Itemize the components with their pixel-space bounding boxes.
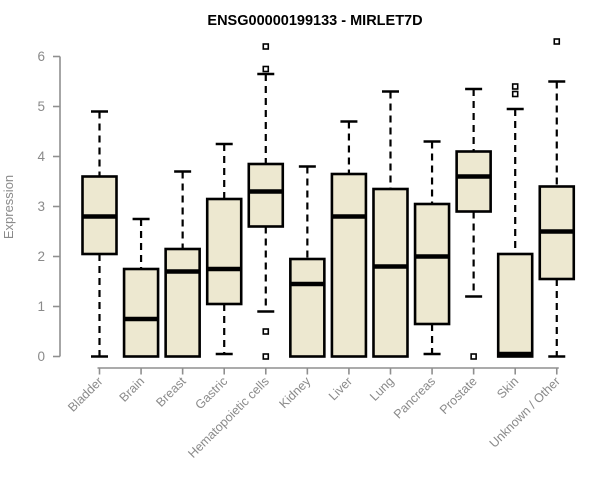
iqr-box	[205, 197, 243, 306]
y-tick-label: 4	[37, 149, 45, 164]
y-tick-label: 5	[37, 99, 45, 114]
x-tick-label-kidney: Kidney	[277, 374, 314, 411]
outlier-point	[470, 353, 477, 360]
iqr-box	[330, 172, 368, 358]
iqr-box	[247, 162, 285, 228]
outlier-point	[262, 43, 270, 50]
y-tick-label: 2	[37, 249, 45, 264]
y-axis-title: Expression	[1, 175, 16, 239]
iqr-box	[455, 150, 492, 213]
iqr-box	[413, 202, 451, 326]
boxplot-brain	[122, 217, 160, 358]
boxplot-pancreas	[413, 140, 451, 356]
outlier-point	[262, 65, 270, 73]
outlier-point	[262, 328, 270, 335]
outlier-point	[511, 83, 519, 90]
iqr-box	[289, 257, 326, 358]
boxplot-unknown-other	[538, 38, 576, 358]
boxplot-liver	[330, 120, 368, 358]
iqr-box	[372, 187, 409, 358]
outlier-point	[511, 90, 519, 98]
boxplot-bladder	[81, 110, 118, 358]
x-tick-label-unknown-other: Unknown / Other	[487, 374, 563, 450]
x-tick-label-pancreas: Pancreas	[391, 374, 438, 421]
iqr-box	[164, 247, 201, 358]
iqr-box	[496, 252, 534, 358]
boxplot-hematopoietic-cells	[247, 43, 285, 360]
x-tick-label-hematopoietic-cells: Hematopoietic cells	[185, 374, 272, 461]
chart-title: ENSG00000199133 - MIRLET7D	[207, 13, 422, 29]
x-tick-label-liver: Liver	[326, 374, 355, 403]
y-tick-label: 1	[37, 299, 45, 314]
outlier-point	[553, 38, 561, 45]
boxplot-skin	[496, 83, 534, 358]
y-tick-label: 6	[37, 49, 45, 64]
x-tick-label-breast: Breast	[153, 374, 189, 410]
x-tick-label-brain: Brain	[117, 374, 148, 405]
outlier-point	[262, 353, 270, 360]
y-tick-label: 3	[37, 199, 45, 214]
boxplot-lung	[372, 90, 409, 358]
x-tick-label-gastric: Gastric	[192, 374, 230, 412]
x-tick-label-lung: Lung	[367, 374, 397, 404]
boxplot-gastric	[205, 142, 243, 356]
y-tick-label: 0	[37, 349, 45, 364]
iqr-box	[122, 267, 160, 358]
boxplot-kidney	[289, 165, 326, 358]
x-tick-label-prostate: Prostate	[437, 374, 480, 417]
x-tick-label-skin: Skin	[494, 374, 521, 401]
boxplot-breast	[164, 170, 201, 358]
boxplot-series	[81, 38, 576, 360]
boxplot-prostate	[455, 87, 492, 360]
x-tick-label-bladder: Bladder	[65, 374, 105, 414]
